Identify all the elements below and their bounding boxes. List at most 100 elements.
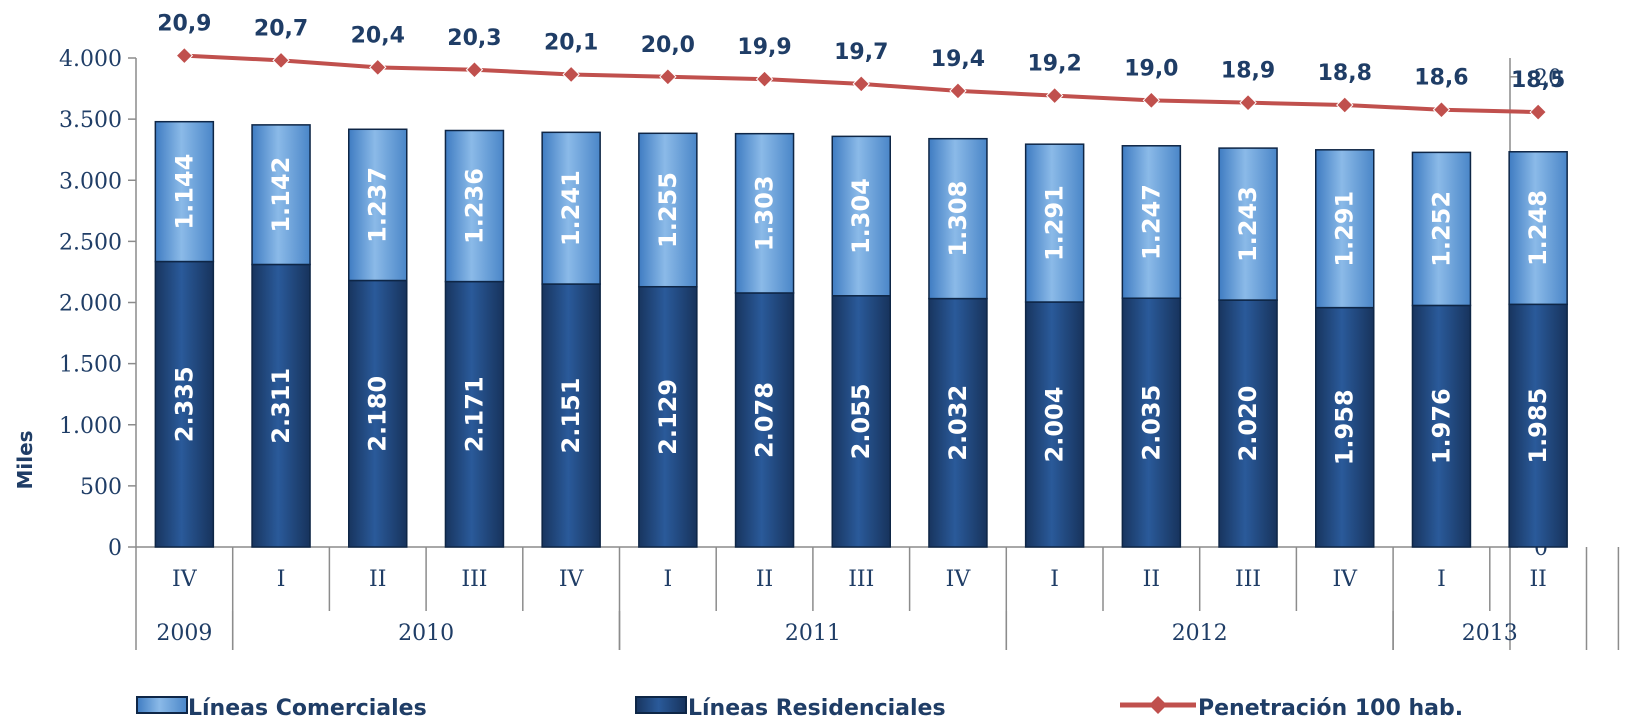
bar-residenciales (1315, 306, 1375, 548)
penetration-marker (949, 82, 967, 100)
penetration-value-label: 20,3 (447, 26, 501, 51)
bar-label-residenciales: 2.035 (1137, 385, 1165, 461)
bar-residenciales (928, 297, 988, 548)
penetration-marker (755, 70, 774, 88)
bar-label-comerciales: 1.144 (170, 154, 198, 230)
bar-label-residenciales: 2.180 (364, 376, 392, 452)
bar-comerciales (1411, 151, 1472, 307)
bars (154, 120, 1568, 548)
penetration-marker (1529, 103, 1547, 121)
bar-residenciales (734, 292, 795, 548)
penetration-marker (1336, 96, 1354, 114)
penetration-value-label: 20,1 (544, 30, 598, 55)
penetration-value-label: 19,0 (1124, 56, 1178, 81)
y-tick-label: 0 (108, 536, 122, 561)
penetration-marker (562, 65, 580, 84)
bar-label-comerciales: 1.247 (1137, 184, 1165, 260)
bar-label-comerciales: 1.237 (364, 167, 392, 243)
year-label: 2009 (156, 621, 212, 646)
bar-residenciales (251, 263, 311, 548)
penetration-value-label: 18,8 (1318, 61, 1372, 86)
bar-comerciales (928, 137, 988, 300)
x-tick-label: I (1437, 567, 1446, 592)
labels: 2.335 1.144 2.311 1.142 2.180 1.237 2.171 1.236… (157, 12, 1565, 466)
bar-residenciales (1411, 304, 1472, 548)
penetration-marker (465, 61, 484, 79)
bar-comerciales (1121, 145, 1182, 299)
bar-residenciales (154, 260, 215, 548)
bar-label-residenciales: 2.151 (557, 378, 585, 454)
bar-label-comerciales: 1.252 (1427, 191, 1455, 267)
penetration-value-label: 19,4 (931, 47, 985, 72)
bar-label-comerciales: 1.303 (751, 175, 779, 251)
x-tick-label: III (848, 567, 874, 592)
penetration-marker (369, 58, 387, 77)
legend-label-penetracion: Penetración 100 hab. (1198, 696, 1463, 721)
y-tick-label: 4.000 (59, 47, 122, 72)
x-tick-label: II (1529, 567, 1546, 592)
bar-comerciales (541, 131, 601, 285)
legend-label-residenciales: Líneas Residenciales (688, 696, 946, 721)
x-tick-label: IV (172, 567, 198, 592)
bar-label-residenciales: 2.171 (460, 376, 488, 452)
bar-label-residenciales: 2.335 (170, 366, 198, 442)
bar-comerciales (1218, 147, 1278, 301)
legend-swatch-comerciales (136, 696, 188, 714)
bar-residenciales (831, 295, 891, 548)
bar-residenciales (1508, 303, 1568, 548)
bar-comerciales (154, 120, 215, 263)
y-tick-label: 3.500 (59, 108, 122, 133)
bar-label-comerciales: 1.291 (1331, 191, 1359, 267)
bar-comerciales (1024, 143, 1085, 303)
bar-label-comerciales: 1.248 (1524, 190, 1552, 266)
penetration-marker (852, 75, 870, 93)
year-label: 2010 (398, 621, 454, 646)
x-tick-label: III (461, 567, 487, 592)
penetration-marker (175, 46, 194, 65)
penetration-marker (1432, 101, 1451, 119)
penetration-marker (1045, 86, 1064, 105)
bar-comerciales (251, 124, 311, 266)
y-axis-label: Miles (13, 430, 37, 489)
bar-label-residenciales: 2.004 (1041, 387, 1069, 463)
bar-residenciales (1218, 299, 1278, 548)
bar-label-residenciales: 2.078 (751, 382, 779, 458)
bar-residenciales (444, 280, 505, 548)
bar-label-residenciales: 2.311 (267, 368, 295, 444)
year-label: 2013 (1462, 621, 1518, 646)
bar-comerciales (734, 132, 795, 294)
bar-label-comerciales: 1.236 (460, 168, 488, 244)
penetration-value-label: 20,7 (254, 16, 308, 41)
penetration-value-label: 18,6 (1414, 66, 1468, 91)
y-tick-label: 500 (80, 475, 122, 500)
penetration-value-label: 19,7 (834, 40, 888, 65)
penetration-value-label: 18,9 (1221, 59, 1275, 84)
x-tick-label: I (663, 567, 672, 592)
bar-label-residenciales: 1.958 (1331, 389, 1359, 465)
y-tick-label: 1.500 (59, 353, 122, 378)
bar-label-comerciales: 1.142 (267, 157, 295, 233)
penetration-marker (659, 68, 677, 86)
penetration-line (175, 46, 1547, 121)
axes: 05001.0001.5002.0002.5003.0003.5004.0000… (59, 47, 1620, 650)
bar-label-comerciales: 1.304 (847, 178, 875, 254)
bar-comerciales (831, 135, 891, 297)
legend-label-comerciales: Líneas Comerciales (188, 696, 427, 721)
x-tick-label: I (277, 567, 286, 592)
x-tick-label: II (369, 567, 386, 592)
bar-label-residenciales: 1.976 (1427, 388, 1455, 464)
bar-comerciales (1508, 151, 1568, 306)
bar-label-residenciales: 2.020 (1234, 386, 1262, 462)
bar-residenciales (541, 283, 601, 548)
bar-residenciales (1024, 301, 1085, 548)
penetration-marker (1142, 91, 1161, 110)
penetration-value-label: 20,9 (157, 12, 211, 37)
bar-comerciales (444, 129, 505, 283)
bar-label-comerciales: 1.255 (654, 172, 682, 248)
bar-comerciales (638, 132, 698, 288)
penetration-value-label: 20,0 (641, 33, 695, 58)
x-tick-label: IV (946, 567, 972, 592)
legend-marker-penetracion (1149, 696, 1167, 714)
bar-comerciales (348, 128, 408, 282)
